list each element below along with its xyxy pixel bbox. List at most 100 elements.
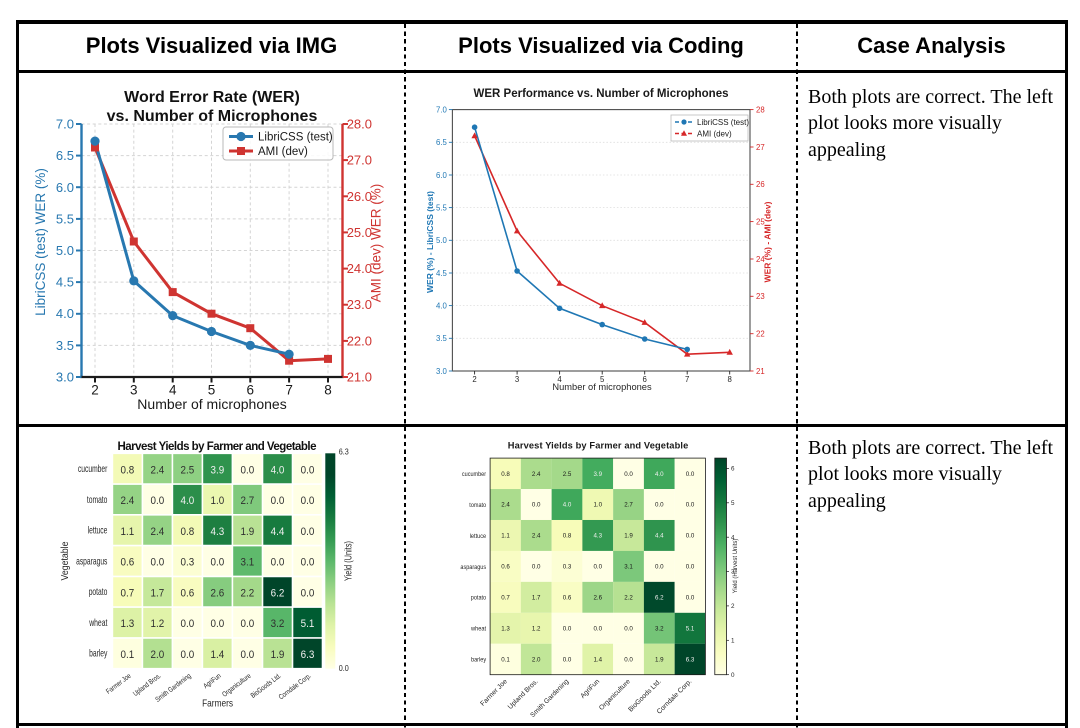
svg-text:4.0: 4.0: [655, 471, 664, 478]
svg-text:1.2: 1.2: [151, 618, 165, 630]
svg-text:0.3: 0.3: [181, 557, 195, 569]
svg-text:27.0: 27.0: [347, 153, 372, 168]
svg-text:2.4: 2.4: [501, 502, 510, 509]
svg-text:Upland Bros.: Upland Bros.: [507, 678, 540, 711]
svg-text:23.0: 23.0: [347, 297, 372, 312]
svg-text:0.0: 0.0: [211, 557, 225, 569]
svg-text:0.0: 0.0: [271, 495, 285, 507]
svg-text:LibriCSS (test) WER (%): LibriCSS (test) WER (%): [33, 168, 48, 316]
svg-text:asparagus: asparagus: [76, 556, 107, 567]
svg-text:2.2: 2.2: [241, 587, 255, 599]
svg-text:8: 8: [324, 382, 332, 397]
svg-text:tomato: tomato: [87, 495, 108, 506]
svg-text:4.5: 4.5: [436, 269, 448, 278]
svg-text:6.3: 6.3: [686, 656, 695, 663]
svg-text:4.0: 4.0: [436, 301, 448, 310]
svg-text:3: 3: [731, 569, 735, 576]
svg-text:2.5: 2.5: [563, 471, 572, 478]
svg-text:Organiculture: Organiculture: [598, 678, 632, 712]
svg-text:22.0: 22.0: [347, 333, 372, 348]
svg-text:2.4: 2.4: [121, 495, 135, 507]
svg-text:2.5: 2.5: [181, 464, 195, 476]
svg-text:3.5: 3.5: [436, 334, 448, 343]
svg-text:7: 7: [285, 382, 293, 397]
svg-text:AgriFun: AgriFun: [201, 671, 222, 690]
svg-text:0.6: 0.6: [121, 557, 135, 569]
svg-text:3.0: 3.0: [436, 367, 448, 376]
svg-text:AMI (dev): AMI (dev): [258, 146, 308, 158]
svg-text:0.0: 0.0: [624, 471, 633, 478]
svg-text:1.9: 1.9: [241, 526, 255, 538]
svg-text:0.6: 0.6: [181, 587, 195, 599]
svg-text:vs. Number of Microphones: vs. Number of Microphones: [107, 108, 318, 125]
svg-text:LibriCSS (test): LibriCSS (test): [697, 118, 749, 127]
svg-text:wheat: wheat: [89, 618, 108, 629]
svg-text:0.0: 0.0: [563, 656, 572, 663]
svg-text:0.0: 0.0: [686, 471, 695, 478]
svg-text:Number of microphones: Number of microphones: [552, 382, 652, 392]
svg-text:1.4: 1.4: [593, 656, 602, 663]
svg-text:25: 25: [756, 217, 765, 226]
svg-text:AMI (dev): AMI (dev): [697, 129, 732, 138]
svg-text:3: 3: [515, 375, 519, 384]
svg-text:6: 6: [731, 466, 735, 473]
svg-text:0.0: 0.0: [686, 595, 695, 602]
svg-text:tomato: tomato: [469, 502, 486, 509]
svg-text:Farmers: Farmers: [202, 698, 233, 710]
svg-text:1.7: 1.7: [151, 587, 165, 599]
svg-text:Farmer Joe: Farmer Joe: [104, 671, 132, 696]
svg-text:0.7: 0.7: [501, 595, 510, 602]
svg-text:Farmer Joe: Farmer Joe: [479, 678, 509, 708]
svg-text:4: 4: [731, 534, 735, 541]
svg-text:0.0: 0.0: [151, 495, 165, 507]
svg-text:1.9: 1.9: [271, 649, 285, 661]
svg-text:22: 22: [756, 330, 765, 339]
svg-text:21: 21: [756, 367, 765, 376]
svg-text:0.1: 0.1: [501, 656, 510, 663]
svg-text:1.7: 1.7: [532, 595, 541, 602]
svg-text:1.3: 1.3: [121, 618, 135, 630]
svg-text:3.9: 3.9: [593, 471, 602, 478]
svg-text:0.0: 0.0: [181, 618, 195, 630]
svg-text:28.0: 28.0: [347, 117, 372, 132]
svg-text:3.2: 3.2: [655, 626, 664, 633]
svg-text:5: 5: [600, 375, 605, 384]
svg-text:2.4: 2.4: [532, 471, 541, 478]
svg-text:0.1: 0.1: [121, 649, 135, 661]
svg-text:Harvest Yields by Farmer and V: Harvest Yields by Farmer and Vegetable: [118, 441, 317, 453]
svg-text:4.3: 4.3: [211, 526, 225, 538]
svg-text:6.0: 6.0: [436, 171, 448, 180]
svg-text:1.4: 1.4: [211, 649, 225, 661]
svg-text:Harvest Yields by Farmer and V: Harvest Yields by Farmer and Vegetable: [508, 441, 689, 451]
svg-text:4.0: 4.0: [563, 502, 572, 509]
svg-text:0.0: 0.0: [241, 464, 255, 476]
svg-text:24.0: 24.0: [347, 261, 372, 276]
svg-text:0.0: 0.0: [301, 464, 315, 476]
svg-text:0.0: 0.0: [301, 526, 315, 538]
svg-text:5.1: 5.1: [686, 626, 695, 633]
svg-text:LibriCSS (test): LibriCSS (test): [258, 132, 333, 144]
svg-text:potato: potato: [471, 595, 487, 602]
svg-text:0.0: 0.0: [241, 618, 255, 630]
svg-text:3.1: 3.1: [624, 564, 633, 571]
svg-text:0.3: 0.3: [563, 564, 572, 571]
svg-text:wheat: wheat: [470, 626, 486, 633]
svg-text:lettuce: lettuce: [88, 526, 108, 537]
svg-text:1.9: 1.9: [624, 533, 633, 540]
svg-text:0.0: 0.0: [532, 564, 541, 571]
svg-text:0.0: 0.0: [686, 564, 695, 571]
svg-text:5.0: 5.0: [56, 243, 74, 258]
svg-text:barley: barley: [89, 649, 108, 660]
svg-text:4.4: 4.4: [655, 533, 664, 540]
svg-text:6.2: 6.2: [271, 587, 285, 599]
svg-text:1.0: 1.0: [593, 502, 602, 509]
svg-text:1.0: 1.0: [211, 495, 225, 507]
svg-text:1.3: 1.3: [501, 626, 510, 633]
svg-text:6.0: 6.0: [56, 180, 74, 195]
svg-text:lettuce: lettuce: [470, 533, 487, 540]
svg-text:2.6: 2.6: [593, 595, 602, 602]
svg-text:7.0: 7.0: [436, 105, 448, 114]
svg-text:cucumber: cucumber: [462, 471, 487, 478]
svg-text:5: 5: [208, 382, 216, 397]
svg-text:0.6: 0.6: [563, 595, 572, 602]
